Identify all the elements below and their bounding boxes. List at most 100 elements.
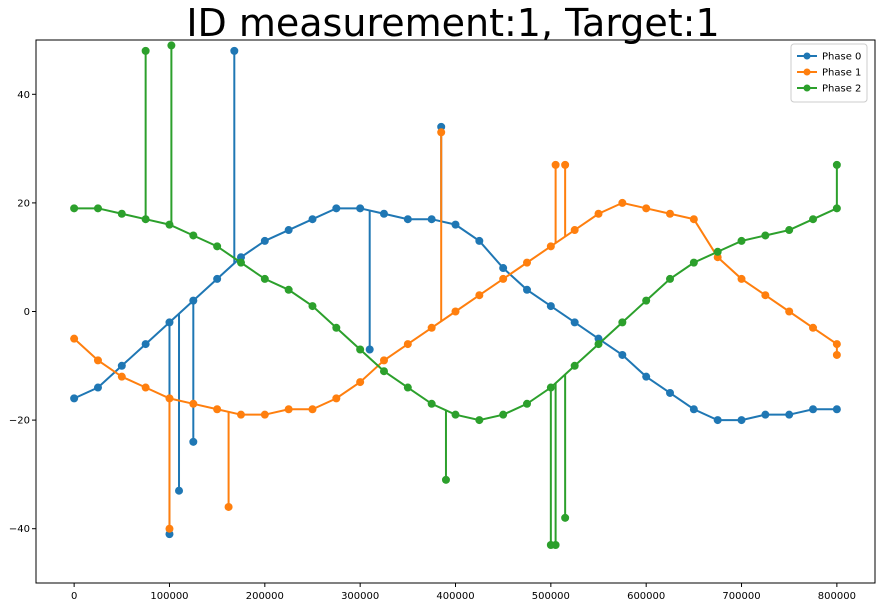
- data-point: [713, 247, 722, 256]
- data-point: [308, 215, 317, 224]
- chart-title: ID measurement:1, Target:1: [186, 1, 719, 45]
- data-point: [666, 274, 675, 283]
- spike-point: [441, 475, 450, 484]
- data-point: [260, 274, 269, 283]
- data-point: [809, 323, 818, 332]
- legend: Phase 0 Phase 1 Phase 2: [790, 43, 868, 103]
- data-point: [689, 215, 698, 224]
- data-point: [213, 405, 222, 414]
- spike-point: [189, 437, 198, 446]
- spike-point: [832, 350, 841, 359]
- data-point: [666, 388, 675, 397]
- y-tick-label: 0: [24, 307, 30, 318]
- data-point: [356, 378, 365, 387]
- data-point: [785, 410, 794, 419]
- data-point: [785, 226, 794, 235]
- data-point: [189, 399, 198, 408]
- data-point: [403, 340, 412, 349]
- data-point: [737, 236, 746, 245]
- x-tick-label: 100000: [150, 591, 188, 602]
- data-point: [809, 215, 818, 224]
- data-point: [499, 410, 508, 419]
- data-point: [594, 209, 603, 218]
- y-axis: −40 −20 0 20 40: [9, 90, 36, 535]
- data-point: [475, 416, 484, 425]
- data-point: [284, 405, 293, 414]
- data-point: [70, 334, 79, 343]
- data-point: [427, 323, 436, 332]
- data-point: [70, 204, 79, 213]
- y-tick-label: 40: [17, 90, 30, 101]
- data-point: [332, 323, 341, 332]
- data-point: [499, 274, 508, 283]
- data-point: [379, 209, 388, 218]
- data-point: [189, 231, 198, 240]
- data-point: [809, 405, 818, 414]
- spike-point: [230, 46, 239, 55]
- data-point: [427, 399, 436, 408]
- x-tick-label: 700000: [722, 591, 760, 602]
- legend-label: Phase 0: [822, 52, 861, 63]
- spike-point: [224, 502, 233, 511]
- spike-point: [561, 513, 570, 522]
- y-tick-label: −20: [9, 416, 30, 427]
- data-point: [117, 361, 126, 370]
- spike-point: [165, 524, 174, 533]
- spike-point: [141, 46, 150, 55]
- series-layer: [70, 41, 841, 549]
- data-point: [761, 410, 770, 419]
- spike-point: [551, 540, 560, 549]
- data-point: [451, 410, 460, 419]
- data-point: [284, 285, 293, 294]
- data-point: [737, 416, 746, 425]
- legend-label: Phase 2: [822, 84, 861, 95]
- data-point: [236, 258, 245, 267]
- x-tick-label: 500000: [532, 591, 570, 602]
- data-point: [356, 345, 365, 354]
- data-point: [93, 383, 102, 392]
- y-tick-label: −40: [9, 524, 30, 535]
- data-point: [117, 209, 126, 218]
- data-point: [570, 361, 579, 370]
- data-point: [761, 231, 770, 240]
- series-1: [70, 128, 841, 533]
- x-tick-label: 200000: [246, 591, 284, 602]
- x-tick-label: 0: [71, 591, 77, 602]
- data-point: [379, 367, 388, 376]
- legend-marker: [803, 52, 811, 60]
- data-point: [594, 340, 603, 349]
- data-point: [141, 383, 150, 392]
- data-point: [570, 226, 579, 235]
- data-point: [93, 204, 102, 213]
- series-2: [70, 41, 841, 549]
- spike-point: [175, 486, 184, 495]
- data-point: [308, 405, 317, 414]
- data-point: [117, 372, 126, 381]
- data-point: [332, 204, 341, 213]
- data-point: [737, 274, 746, 283]
- legend-marker: [803, 68, 811, 76]
- spike-point: [551, 160, 560, 169]
- data-point: [260, 236, 269, 245]
- data-point: [570, 318, 579, 327]
- data-point: [618, 198, 627, 207]
- data-point: [236, 410, 245, 419]
- data-point: [260, 410, 269, 419]
- data-point: [642, 204, 651, 213]
- data-point: [523, 258, 532, 267]
- data-point: [499, 264, 508, 273]
- data-point: [689, 258, 698, 267]
- data-point: [689, 405, 698, 414]
- spike-point: [561, 160, 570, 169]
- data-point: [451, 307, 460, 316]
- data-point: [213, 242, 222, 251]
- data-point: [546, 242, 555, 251]
- data-point: [403, 383, 412, 392]
- data-point: [141, 340, 150, 349]
- data-point: [93, 356, 102, 365]
- data-point: [379, 356, 388, 365]
- legend-marker: [803, 84, 811, 92]
- data-point: [713, 416, 722, 425]
- data-point: [475, 291, 484, 300]
